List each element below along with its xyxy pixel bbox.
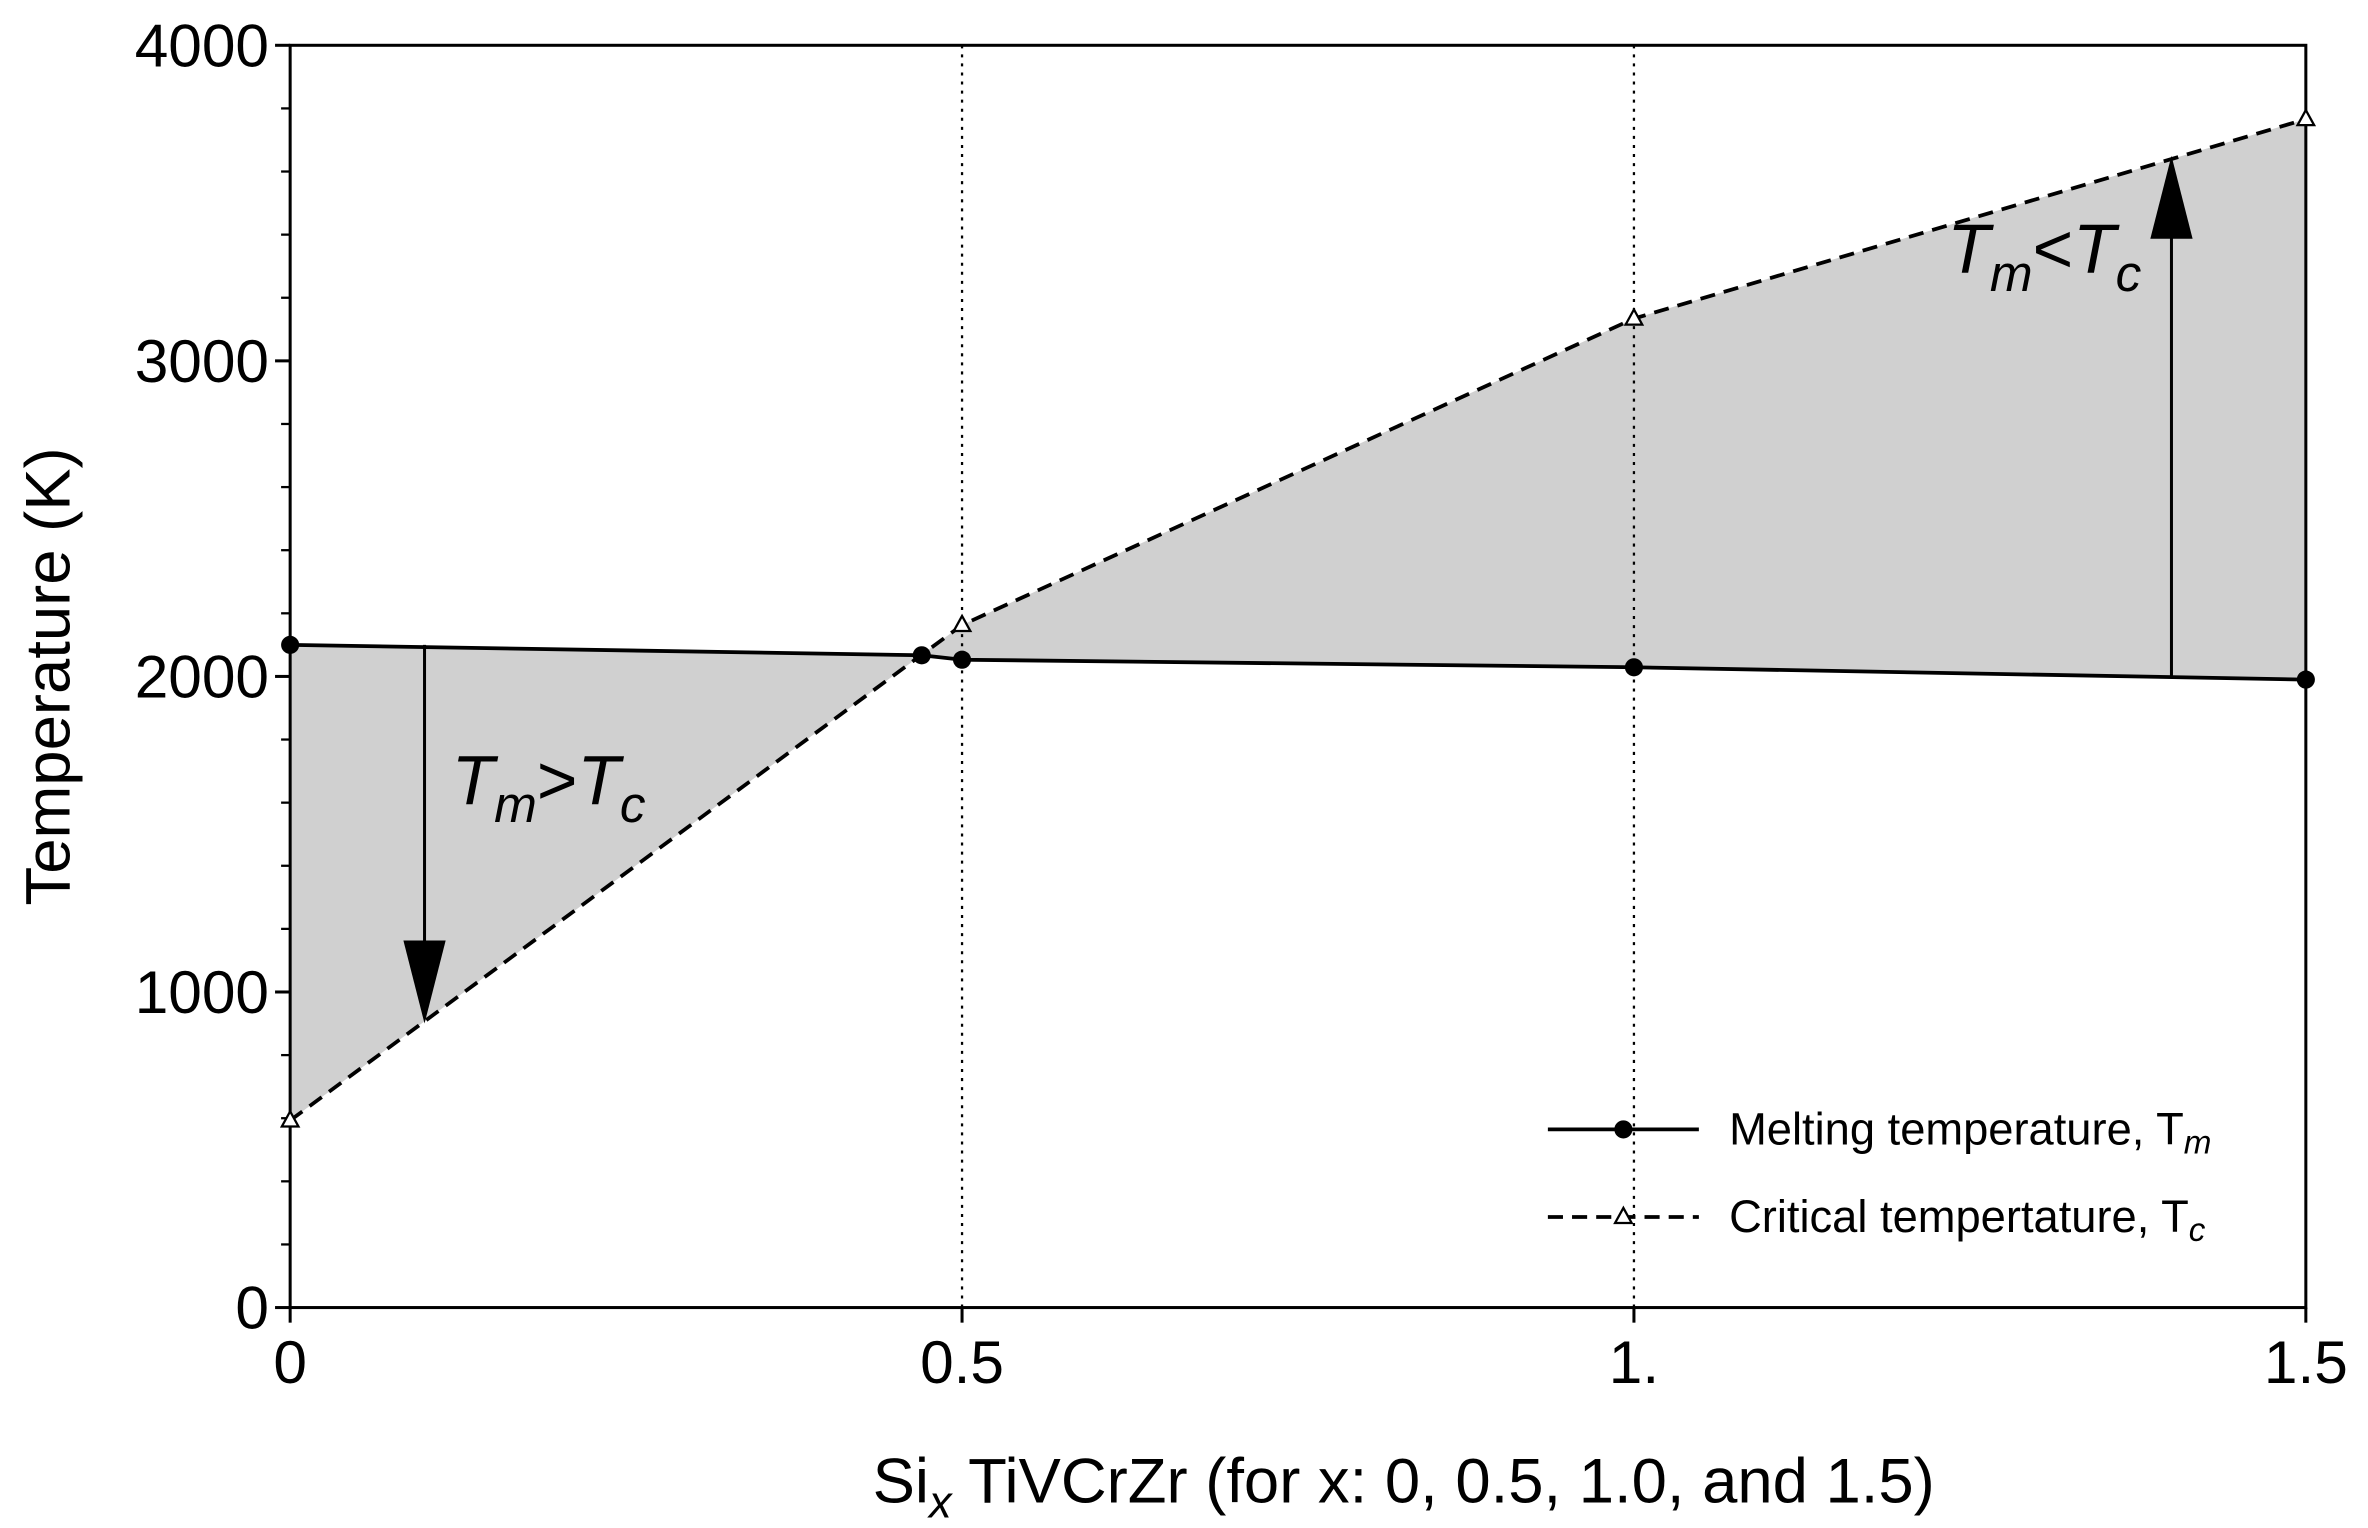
legend-label-part: m [2184, 1125, 2212, 1162]
arrow-head [2150, 155, 2193, 239]
legend-label: Critical tempertature, Tc [1729, 1191, 2206, 1249]
x-axis-label-part: x [927, 1476, 953, 1527]
annotation-text-part: > [537, 741, 578, 819]
data-point [951, 613, 973, 633]
annotation-text-part: T [1947, 210, 1994, 288]
y-axis-label: Temperature (K) [14, 447, 84, 905]
annotation-text-part: T [2073, 210, 2120, 288]
annotation-text-part: < [2033, 210, 2074, 288]
x-axis-label-part: TiVCrZr (for x: 0, 0.5, 1.0, and 1.5) [952, 1446, 1935, 1516]
data-point [1623, 307, 1645, 326]
data-point [279, 1109, 301, 1128]
annotation-text: Tm>Tc [452, 741, 646, 833]
legend-marker [1613, 1205, 1634, 1225]
x-tick-label: 1. [1609, 1328, 1659, 1396]
annotation-text-part: T [577, 741, 624, 819]
y-tick-label: 4000 [135, 11, 269, 79]
data-point [281, 635, 300, 654]
annotation-text-part: c [2116, 245, 2142, 302]
x-tick-label: 1.5 [2264, 1328, 2348, 1396]
x-axis-label: Six TiVCrZr (for x: 0, 0.5, 1.0, and 1.5… [873, 1446, 1935, 1527]
annotation-text-part: m [1990, 245, 2033, 302]
data-point [952, 650, 972, 669]
annotation-text-part: c [620, 776, 646, 833]
legend-label-part: c [2189, 1212, 2206, 1249]
annotation-text-part: m [494, 776, 537, 833]
y-tick-label: 1000 [135, 958, 269, 1026]
annotation-text-part: T [452, 741, 499, 819]
annotation-text: Tm<Tc [1947, 210, 2141, 302]
shaded-region [290, 119, 2306, 1121]
series-line [289, 117, 2307, 1122]
arrow-head [403, 940, 446, 1024]
legend-label-part: Melting temperature, T [1729, 1103, 2184, 1154]
data-point [1624, 658, 1644, 677]
legend-label: Melting temperature, Tm [1729, 1103, 2211, 1161]
legend-marker [1614, 1120, 1633, 1139]
y-tick-label: 2000 [135, 643, 269, 711]
data-point [2296, 670, 2315, 689]
x-tick-label: 0.5 [920, 1328, 1004, 1396]
data-point [2295, 107, 2317, 127]
x-axis-label-part: Si [873, 1446, 929, 1516]
y-tick-label: 0 [235, 1274, 269, 1342]
x-tick-label: 0 [273, 1328, 307, 1396]
y-tick-label: 3000 [135, 327, 269, 395]
legend-label-part: Critical tempertature, T [1729, 1191, 2189, 1242]
